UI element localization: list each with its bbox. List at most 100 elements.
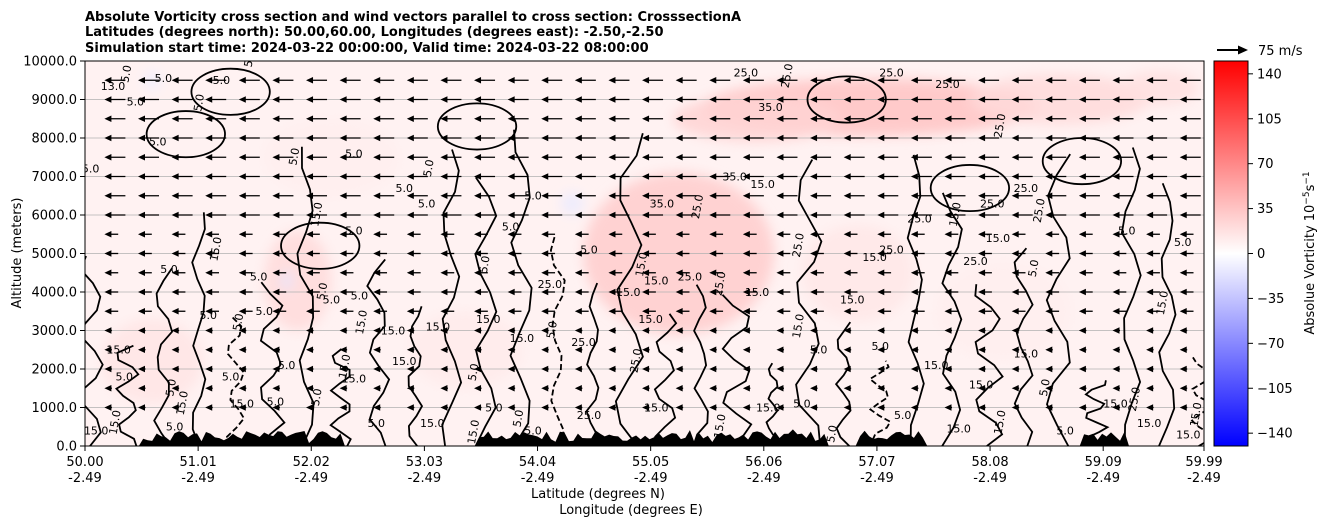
wind-vector [205, 308, 220, 315]
wind-vector [810, 154, 832, 161]
wind-vector [944, 77, 966, 84]
wind-vector [406, 327, 415, 334]
wind-vector [272, 96, 294, 103]
wind-vector [944, 327, 952, 334]
wind-vector [104, 308, 119, 315]
wind-vector-head [1045, 96, 1053, 103]
wind-vector [742, 404, 751, 411]
wind-vector [1179, 211, 1201, 219]
x-tick-label-lon: -2.49 [68, 471, 102, 486]
wind-vector-head [373, 77, 381, 84]
contour-label: 15.0 [342, 372, 367, 385]
contour-label: 25.0 [678, 270, 703, 283]
wind-vector [910, 134, 932, 142]
wind-vector [306, 96, 328, 103]
contour-label: 5.0 [824, 424, 840, 443]
wind-vector [776, 173, 798, 180]
wind-vector-head [742, 250, 750, 257]
wind-vector [776, 154, 798, 161]
wind-vector [1078, 211, 1100, 219]
wind-vector [877, 173, 899, 180]
wind-vector [306, 250, 320, 257]
wind-vector [843, 211, 865, 219]
wind-vector-head [1179, 134, 1187, 142]
wind-vector [1146, 385, 1154, 392]
wind-vector [474, 385, 482, 392]
contour-line [974, 284, 1004, 446]
wind-vector [507, 154, 529, 161]
contour-label: 15.0 [969, 378, 994, 391]
wind-vector [742, 96, 764, 103]
wind-vector [238, 192, 260, 199]
wind-vector-head [1045, 269, 1053, 276]
contour-label: 5.0 [395, 182, 413, 195]
wind-vector [843, 346, 852, 353]
wind-vector [171, 288, 186, 296]
wind-vector-head [1078, 154, 1086, 161]
wind-vector-head [440, 96, 448, 103]
wind-vector-head [541, 327, 549, 334]
wind-vector-head [171, 115, 179, 122]
wind-vector [910, 154, 932, 161]
wind-vector [440, 269, 455, 276]
wind-vector [1011, 365, 1020, 373]
wind-vector-head [205, 288, 213, 296]
wind-vector [675, 404, 684, 411]
wind-vector [978, 77, 1000, 84]
wind-vector-head [507, 250, 515, 257]
wind-vector [541, 231, 556, 238]
wind-vector [171, 173, 193, 180]
contour-label: 15.0 [106, 344, 131, 357]
wind-vector-head [238, 211, 246, 219]
wind-vector [238, 346, 247, 353]
contour-label: 5.0 [367, 417, 385, 430]
wind-vector-head [978, 327, 986, 334]
wind-vector [238, 327, 247, 334]
wind-vector [642, 250, 656, 257]
wind-vector-head [1112, 346, 1120, 353]
wind-vector [104, 404, 112, 411]
wind-vector [474, 115, 496, 122]
wind-vector-head [373, 115, 381, 122]
wind-vector-head [339, 134, 347, 142]
wind-vector [675, 77, 697, 84]
wind-vector [306, 173, 328, 180]
wind-vector [138, 327, 146, 334]
wind-vector-head [944, 327, 952, 334]
wind-vector [541, 365, 549, 373]
wind-vector-head [810, 192, 818, 199]
wind-vector-head [104, 327, 112, 334]
wind-vector-head [238, 173, 246, 180]
wind-vector [104, 192, 126, 199]
wind-vector [440, 231, 455, 238]
contour-label: 5.0 [199, 309, 217, 322]
wind-vector-head [1078, 192, 1086, 199]
wind-vector-head [843, 134, 851, 142]
wind-vector [406, 192, 428, 199]
wind-vector [339, 173, 361, 180]
contour-label: 5.0 [314, 282, 330, 301]
wind-vector-head [238, 115, 246, 122]
terrain [85, 429, 1204, 446]
wind-vector-head [306, 96, 314, 103]
wind-vector-head [306, 115, 314, 122]
wind-vector [1146, 134, 1168, 142]
wind-vector-head [608, 96, 616, 103]
wind-vector-head [339, 404, 347, 411]
wind-vector-head [608, 134, 616, 142]
wind-vector [843, 269, 858, 276]
wind-vector-head [306, 404, 314, 411]
wind-vector-head [675, 77, 683, 84]
wind-vector-head [608, 250, 616, 257]
wind-vector [709, 288, 724, 296]
x-axis-label-lon: Longitude (degrees E) [559, 503, 703, 518]
contour-label: 15.0 [336, 353, 353, 379]
wind-vector [138, 250, 152, 257]
contour-label: 15.0 [644, 401, 669, 414]
wind-vector [1045, 288, 1060, 296]
wind-vector [272, 308, 287, 315]
contour-label: 25.0 [790, 232, 807, 258]
contour-label: 25.0 [627, 347, 644, 373]
wind-vector-head [910, 385, 918, 392]
wind-vector [440, 173, 462, 180]
